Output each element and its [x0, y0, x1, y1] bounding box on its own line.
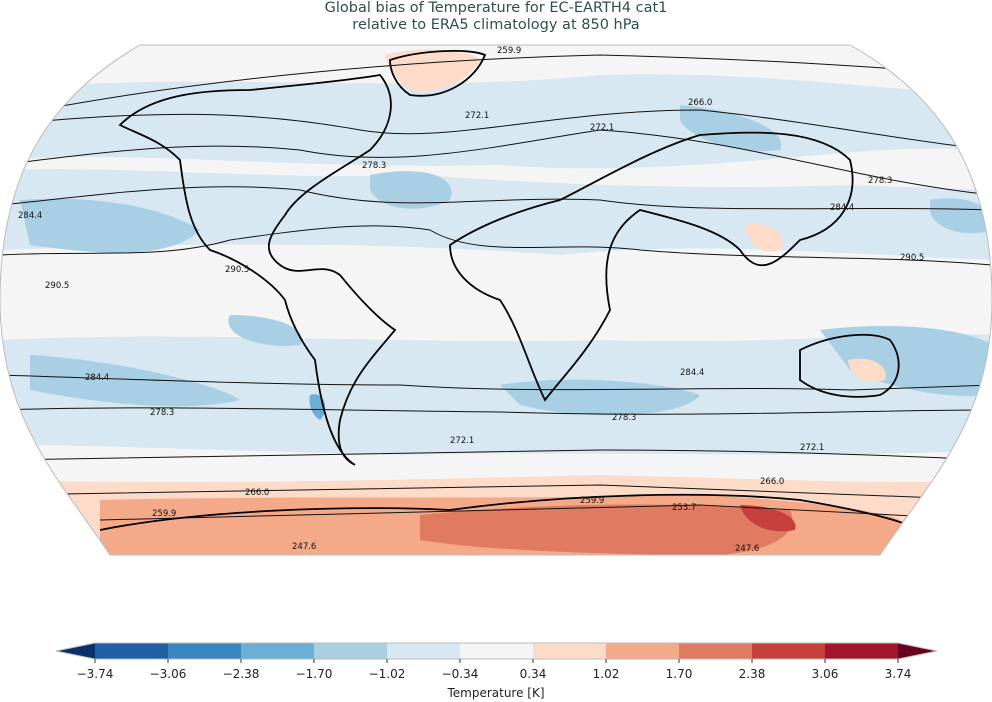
- colorbar-tick: 1.02: [593, 667, 620, 681]
- contour-label: 290.5: [900, 253, 924, 263]
- contour-label: 284.4: [830, 203, 854, 213]
- colorbar-tick: 3.74: [885, 667, 912, 681]
- colorbar: −3.74 −3.06 −2.38 −1.70 −1.02 −0.34 0.34…: [55, 642, 938, 700]
- contour-label: 259.9: [152, 509, 176, 519]
- colorbar-tick: 2.38: [739, 667, 766, 681]
- contour-label: 284.4: [18, 211, 42, 221]
- colorbar-extend-high: [898, 643, 937, 659]
- colorbar-label: Temperature [K]: [446, 686, 544, 700]
- colorbar-tick: 3.06: [812, 667, 839, 681]
- colorbar-extend-low: [56, 643, 95, 659]
- colorbar-tick: −0.34: [442, 667, 479, 681]
- contour-label: 266.0: [688, 98, 712, 108]
- contour-label: 253.7: [672, 503, 696, 513]
- contour-label: 266.0: [245, 488, 269, 498]
- contour-label: 272.1: [465, 111, 489, 121]
- colorbar-tick: −1.02: [369, 667, 406, 681]
- contour-label: 272.1: [450, 436, 474, 446]
- contour-label: 272.1: [590, 123, 614, 133]
- contour-label: 290.5: [45, 281, 69, 291]
- colorbar-tick: 1.70: [666, 667, 693, 681]
- contour-label: 290.5: [225, 265, 249, 275]
- contour-labels: 259.9 266.0 272.1 272.1 278.3 278.3 284.…: [18, 46, 924, 554]
- colorbar-tick: −3.74: [77, 667, 114, 681]
- colorbar-tick: 0.34: [520, 667, 547, 681]
- chart-title: Global bias of Temperature for EC-EARTH4…: [0, 0, 992, 34]
- contour-label: 278.3: [612, 413, 636, 423]
- world-map: 259.9 266.0 272.1 272.1 278.3 278.3 284.…: [0, 44, 992, 556]
- contour-label: 284.4: [680, 368, 704, 378]
- contour-label: 266.0: [760, 477, 784, 487]
- colorbar-tick: −1.70: [296, 667, 333, 681]
- contour-label: 247.6: [292, 542, 316, 552]
- contour-label: 284.4: [85, 373, 109, 383]
- contour-label: 259.9: [497, 46, 521, 56]
- contour-label: 278.3: [150, 408, 174, 418]
- bias-field: [0, 45, 992, 555]
- coastlines: [99, 49, 921, 531]
- title-line-2: relative to ERA5 climatology at 850 hPa: [352, 17, 640, 33]
- contour-label: 247.6: [735, 544, 759, 554]
- colorbar-tick: −2.38: [223, 667, 260, 681]
- contour-label: 259.9: [580, 496, 604, 506]
- colorbar-tick: −3.06: [150, 667, 187, 681]
- title-line-1: Global bias of Temperature for EC-EARTH4…: [324, 0, 668, 16]
- contour-label: 272.1: [800, 443, 824, 453]
- contour-label: 278.3: [868, 176, 892, 186]
- contour-label: 278.3: [362, 161, 386, 171]
